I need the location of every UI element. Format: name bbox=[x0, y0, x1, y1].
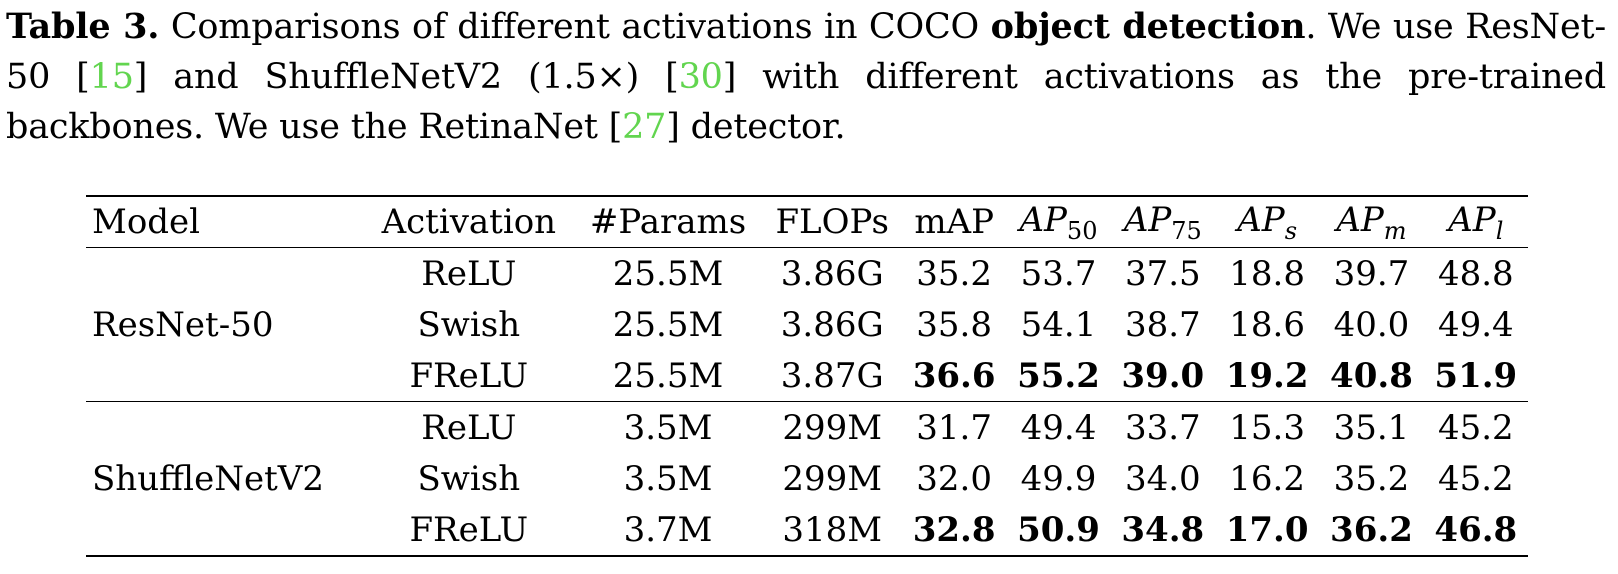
header-apm: APm bbox=[1319, 196, 1423, 248]
activation-cell: ReLU bbox=[421, 407, 517, 448]
caption-text-4: ] with different activations as the pre-… bbox=[6, 57, 1606, 147]
header-aps-base: AP bbox=[1237, 199, 1285, 240]
flops-cell: 3.86G bbox=[780, 304, 884, 345]
header-apl-base: AP bbox=[1448, 199, 1496, 240]
header-ap50: AP50 bbox=[1006, 196, 1110, 248]
map-cell: 31.7 bbox=[916, 407, 992, 448]
apl-cell: 46.8 bbox=[1434, 509, 1518, 550]
header-ap50-sub: 50 bbox=[1066, 216, 1098, 245]
table-row: FReLU 3.7M 318M 32.8 50.9 34.8 17.0 36.2… bbox=[86, 504, 1528, 556]
map-cell: 32.8 bbox=[912, 509, 996, 550]
flops-cell: 299M bbox=[782, 407, 883, 448]
map-cell: 32.0 bbox=[916, 458, 992, 499]
citation-link-27[interactable]: 27 bbox=[622, 107, 667, 147]
ap75-cell: 34.0 bbox=[1124, 458, 1201, 499]
flops-cell: 299M bbox=[782, 458, 883, 499]
aps-cell: 17.0 bbox=[1225, 509, 1309, 550]
apl-cell: 45.2 bbox=[1437, 407, 1514, 448]
activation-cell: Swish bbox=[417, 458, 521, 499]
apm-cell: 36.2 bbox=[1330, 509, 1413, 550]
results-table: Model Activation #Params FLOPs mAP AP50 … bbox=[86, 195, 1528, 557]
table-row: Swish 3.5M 299M 32.0 49.9 34.0 16.2 35.2… bbox=[86, 453, 1528, 504]
aps-cell: 19.2 bbox=[1225, 355, 1309, 396]
apm-cell: 40.8 bbox=[1330, 355, 1413, 396]
caption-text-5: ] detector. bbox=[666, 107, 846, 147]
ap50-cell: 49.9 bbox=[1020, 458, 1097, 499]
table-row: ResNet-50 ReLU 25.5M 3.86G 35.2 53.7 37.… bbox=[86, 248, 1528, 345]
aps-cell: 18.8 bbox=[1229, 253, 1305, 294]
params-cell: 25.5M bbox=[612, 304, 724, 345]
header-aps: APs bbox=[1215, 196, 1319, 248]
params-cell: 3.5M bbox=[623, 458, 713, 499]
group-shufflenetv2: ShuffleNetV2 ReLU 3.5M 299M 31.7 49.4 33… bbox=[86, 402, 1528, 556]
table-row: FReLU 25.5M 3.87G 36.6 55.2 39.0 19.2 40… bbox=[86, 350, 1528, 402]
header-ap75-sub: 75 bbox=[1171, 216, 1202, 245]
header-ap75-base: AP bbox=[1123, 199, 1172, 240]
header-aps-sub: s bbox=[1284, 216, 1298, 245]
ap75-cell: 33.7 bbox=[1124, 407, 1201, 448]
citation-link-15[interactable]: 15 bbox=[89, 57, 134, 97]
ap50-cell: 53.7 bbox=[1020, 253, 1097, 294]
header-row: Model Activation #Params FLOPs mAP AP50 … bbox=[86, 196, 1528, 248]
activation-cell: FReLU bbox=[409, 509, 529, 550]
ap75-cell: 39.0 bbox=[1121, 355, 1205, 396]
params-cell: 3.7M bbox=[623, 509, 713, 550]
caption-bold-term: object detection bbox=[990, 6, 1306, 47]
header-apl: APl bbox=[1424, 196, 1528, 248]
ap75-cell: 38.7 bbox=[1124, 304, 1201, 345]
apl-cell: 45.2 bbox=[1437, 458, 1514, 499]
caption-text-1: Comparisons of different activations in … bbox=[159, 7, 991, 47]
apm-cell: 35.2 bbox=[1333, 458, 1410, 499]
apl-cell: 51.9 bbox=[1434, 355, 1518, 396]
header-params: #Params bbox=[589, 202, 747, 242]
table-caption: Table 3. Comparisons of different activa… bbox=[6, 2, 1606, 152]
caption-text-3: ] and ShuffleNetV2 (1.5×) [ bbox=[133, 57, 679, 97]
header-ap75: AP75 bbox=[1111, 196, 1215, 248]
flops-cell: 3.87G bbox=[780, 355, 884, 396]
caption-label: Table 3. bbox=[6, 6, 160, 47]
ap75-cell: 34.8 bbox=[1121, 509, 1205, 550]
group-resnet50: ResNet-50 ReLU 25.5M 3.86G 35.2 53.7 37.… bbox=[86, 248, 1528, 402]
caption-text-2: . We use ResNet-50 [ bbox=[6, 7, 1606, 97]
model-cell: ResNet-50 bbox=[92, 304, 274, 345]
header-map: mAP bbox=[914, 202, 994, 242]
flops-cell: 318M bbox=[782, 509, 883, 550]
map-cell: 36.6 bbox=[912, 355, 996, 396]
table-row: Swish 25.5M 3.86G 35.8 54.1 38.7 18.6 40… bbox=[86, 299, 1528, 350]
header-model: Model bbox=[92, 202, 201, 242]
apl-cell: 49.4 bbox=[1437, 304, 1514, 345]
ap50-cell: 55.2 bbox=[1017, 355, 1100, 396]
activation-cell: ReLU bbox=[421, 253, 517, 294]
model-cell: ShuffleNetV2 bbox=[92, 458, 324, 499]
header-apl-sub: l bbox=[1495, 216, 1504, 245]
flops-cell: 3.86G bbox=[780, 253, 884, 294]
header-ap50-base: AP bbox=[1019, 199, 1067, 240]
header-flops: FLOPs bbox=[775, 202, 889, 242]
aps-cell: 18.6 bbox=[1229, 304, 1305, 345]
header-apm-sub: m bbox=[1383, 216, 1407, 245]
aps-cell: 15.3 bbox=[1229, 407, 1305, 448]
ap50-cell: 50.9 bbox=[1017, 509, 1100, 550]
aps-cell: 16.2 bbox=[1229, 458, 1305, 499]
params-cell: 25.5M bbox=[612, 355, 724, 396]
header-apm-base: AP bbox=[1336, 199, 1384, 240]
params-cell: 3.5M bbox=[623, 407, 713, 448]
params-cell: 25.5M bbox=[612, 253, 724, 294]
ap75-cell: 37.5 bbox=[1124, 253, 1201, 294]
map-cell: 35.8 bbox=[916, 304, 992, 345]
ap50-cell: 54.1 bbox=[1020, 304, 1097, 345]
table-header: Model Activation #Params FLOPs mAP AP50 … bbox=[86, 196, 1528, 248]
map-cell: 35.2 bbox=[916, 253, 992, 294]
apm-cell: 40.0 bbox=[1333, 304, 1410, 345]
table-row: ShuffleNetV2 ReLU 3.5M 299M 31.7 49.4 33… bbox=[86, 402, 1528, 499]
activation-cell: FReLU bbox=[409, 355, 529, 396]
activation-cell: Swish bbox=[417, 304, 521, 345]
apm-cell: 39.7 bbox=[1333, 253, 1410, 294]
apm-cell: 35.1 bbox=[1333, 407, 1410, 448]
citation-link-30[interactable]: 30 bbox=[678, 57, 723, 97]
header-activation: Activation bbox=[381, 202, 557, 242]
ap50-cell: 49.4 bbox=[1020, 407, 1097, 448]
apl-cell: 48.8 bbox=[1437, 253, 1514, 294]
